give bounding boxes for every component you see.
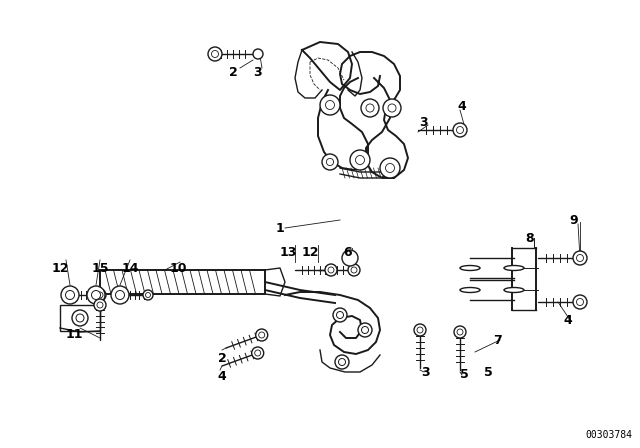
Text: 4: 4 (564, 314, 572, 327)
Circle shape (87, 286, 105, 304)
Circle shape (454, 326, 466, 338)
Circle shape (348, 264, 360, 276)
Circle shape (337, 311, 344, 319)
Text: 9: 9 (570, 214, 579, 227)
Circle shape (361, 99, 379, 117)
Circle shape (115, 290, 125, 300)
Ellipse shape (460, 266, 480, 271)
Circle shape (65, 290, 74, 300)
Circle shape (76, 314, 84, 322)
Circle shape (333, 308, 347, 322)
Circle shape (351, 267, 357, 273)
Circle shape (573, 251, 587, 265)
Circle shape (322, 154, 338, 170)
Text: 5: 5 (484, 366, 492, 379)
Text: 15: 15 (92, 262, 109, 275)
Ellipse shape (504, 288, 524, 293)
FancyBboxPatch shape (60, 305, 100, 331)
Circle shape (342, 250, 358, 266)
Text: 2: 2 (228, 65, 237, 78)
Circle shape (259, 332, 265, 338)
Circle shape (252, 347, 264, 359)
Ellipse shape (504, 266, 524, 271)
Text: 1: 1 (276, 221, 284, 234)
Circle shape (388, 104, 396, 112)
Text: 11: 11 (65, 327, 83, 340)
Text: 3: 3 (253, 65, 262, 78)
Circle shape (350, 150, 370, 170)
Circle shape (457, 329, 463, 335)
Text: 14: 14 (121, 262, 139, 275)
Circle shape (366, 104, 374, 112)
Circle shape (208, 47, 222, 61)
Text: 12: 12 (301, 246, 319, 258)
Text: 3: 3 (420, 366, 429, 379)
Circle shape (97, 292, 103, 298)
Circle shape (97, 302, 103, 308)
Circle shape (339, 358, 346, 366)
Circle shape (328, 267, 334, 273)
Circle shape (94, 289, 106, 301)
Text: 4: 4 (218, 370, 227, 383)
Text: 5: 5 (460, 367, 468, 380)
Circle shape (380, 158, 400, 178)
Circle shape (92, 290, 100, 300)
Circle shape (573, 295, 587, 309)
Circle shape (335, 355, 349, 369)
Text: 7: 7 (493, 333, 502, 346)
Ellipse shape (460, 288, 480, 293)
Text: 3: 3 (420, 116, 428, 129)
Circle shape (414, 324, 426, 336)
Circle shape (385, 164, 394, 172)
Circle shape (417, 327, 423, 333)
Circle shape (111, 286, 129, 304)
Text: 10: 10 (169, 262, 187, 275)
Text: 00303784: 00303784 (585, 430, 632, 440)
Circle shape (362, 327, 369, 333)
Circle shape (383, 99, 401, 117)
Circle shape (456, 126, 463, 134)
FancyBboxPatch shape (100, 270, 265, 294)
Circle shape (358, 323, 372, 337)
Circle shape (145, 293, 150, 297)
Circle shape (143, 290, 153, 300)
Circle shape (325, 264, 337, 276)
Text: 8: 8 (525, 232, 534, 245)
Text: 4: 4 (458, 99, 467, 112)
Circle shape (326, 100, 335, 109)
Circle shape (453, 123, 467, 137)
Circle shape (61, 286, 79, 304)
Circle shape (577, 298, 584, 306)
Circle shape (94, 299, 106, 311)
Circle shape (253, 49, 263, 59)
Circle shape (211, 51, 218, 57)
Text: 12: 12 (51, 262, 68, 275)
Circle shape (355, 155, 365, 164)
Circle shape (577, 254, 584, 262)
Circle shape (320, 95, 340, 115)
Text: 6: 6 (344, 246, 352, 259)
Text: 2: 2 (218, 352, 227, 365)
Circle shape (256, 329, 268, 341)
Circle shape (255, 350, 260, 356)
Text: 13: 13 (279, 246, 297, 258)
Circle shape (326, 159, 333, 166)
Circle shape (72, 310, 88, 326)
